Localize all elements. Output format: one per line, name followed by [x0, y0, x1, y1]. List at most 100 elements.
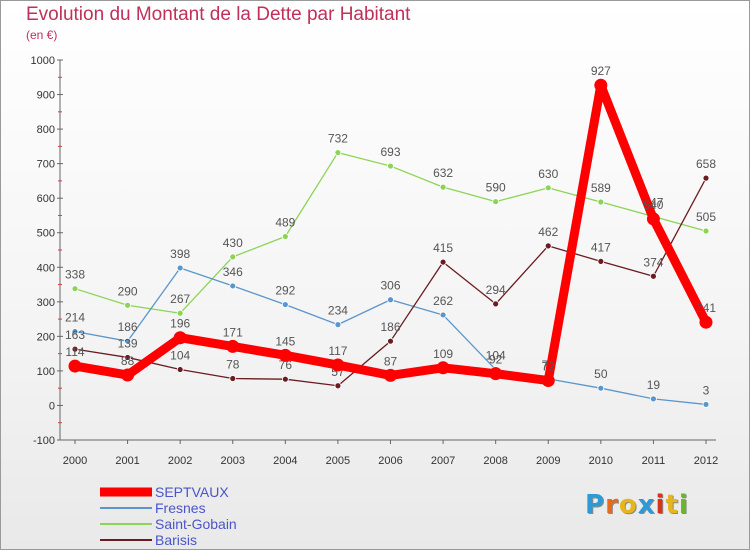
data-label-saint-gobain: 589	[591, 181, 611, 195]
data-label-saint-gobain: 693	[380, 145, 400, 159]
data-point-septvaux	[594, 78, 608, 92]
legend-label-fresnes: Fresnes	[155, 500, 206, 516]
data-label-septvaux: 196	[170, 317, 190, 331]
data-point-saint-gobain	[702, 227, 710, 235]
data-point-barisis	[176, 366, 184, 373]
chart-subtitle: (en €)	[26, 28, 58, 42]
data-point-saint-gobain	[597, 198, 605, 206]
data-point-fresnes	[229, 282, 237, 290]
data-label-barisis: 186	[380, 320, 400, 334]
data-label-fresnes: 346	[223, 265, 243, 279]
data-label-septvaux: 72	[542, 360, 556, 374]
data-label-fresnes: 306	[380, 279, 400, 293]
data-label-septvaux: 241	[696, 301, 716, 315]
data-point-saint-gobain	[334, 149, 342, 156]
data-point-septvaux	[121, 368, 135, 382]
data-point-barisis	[334, 382, 342, 390]
proxiti-logo: Proxiti	[585, 490, 689, 520]
data-label-saint-gobain: 430	[223, 236, 243, 250]
data-point-saint-gobain	[492, 198, 500, 206]
data-label-barisis: 139	[118, 336, 138, 350]
x-tick-label: 2002	[168, 455, 192, 467]
data-point-septvaux	[646, 212, 660, 226]
data-label-septvaux: 540	[643, 198, 663, 212]
y-tick-label: 300	[37, 297, 55, 309]
data-label-fresnes: 214	[65, 311, 85, 325]
y-tick-label: 500	[37, 228, 55, 240]
data-label-barisis: 462	[538, 225, 558, 239]
data-point-septvaux	[489, 367, 503, 381]
data-label-saint-gobain: 290	[118, 284, 138, 298]
data-label-saint-gobain: 505	[696, 210, 716, 224]
data-label-saint-gobain: 630	[538, 167, 558, 181]
x-tick-label: 2003	[221, 455, 245, 467]
data-point-barisis	[597, 257, 605, 265]
data-label-septvaux: 114	[65, 345, 84, 359]
data-point-septvaux	[173, 331, 187, 345]
data-label-septvaux: 109	[433, 347, 453, 361]
logo-letter: t	[665, 490, 679, 520]
data-point-saint-gobain	[387, 162, 394, 170]
y-tick-label: 900	[37, 90, 55, 102]
data-point-septvaux	[699, 315, 713, 329]
data-label-barisis: 417	[591, 240, 611, 254]
data-point-barisis	[650, 272, 657, 280]
data-label-barisis: 294	[486, 283, 506, 297]
data-point-septvaux	[331, 358, 345, 372]
y-tick-label: 100	[37, 366, 55, 378]
logo-letter: i	[655, 490, 666, 520]
data-label-fresnes: 234	[328, 304, 348, 318]
series-line-septvaux	[70, 80, 711, 386]
data-point-saint-gobain	[439, 183, 447, 191]
x-tick-label: 2008	[483, 455, 507, 467]
x-tick-label: 2001	[115, 455, 139, 467]
x-tick-label: 2007	[431, 455, 455, 467]
data-point-barisis	[124, 354, 131, 361]
data-label-fresnes: 3	[703, 383, 710, 397]
data-point-fresnes	[334, 321, 342, 329]
y-tick-label: 400	[37, 262, 55, 274]
x-tick-label: 2006	[378, 455, 402, 467]
data-label-barisis: 78	[226, 358, 240, 372]
data-point-barisis	[71, 345, 79, 353]
data-label-septvaux: 92	[489, 353, 503, 367]
y-tick-label: -100	[33, 435, 55, 447]
data-label-saint-gobain: 632	[433, 166, 453, 180]
y-tick-label: 600	[37, 193, 55, 205]
logo-letter: r	[605, 490, 619, 520]
data-label-saint-gobain: 489	[275, 216, 295, 230]
data-point-fresnes	[702, 401, 710, 408]
data-label-barisis: 76	[279, 358, 293, 372]
data-label-barisis: 658	[696, 157, 716, 171]
data-point-septvaux	[436, 361, 450, 375]
data-label-fresnes: 50	[594, 367, 608, 381]
legend-label-barisis: Barisis	[155, 532, 197, 548]
data-label-barisis: 104	[170, 349, 190, 363]
data-point-fresnes	[281, 301, 289, 308]
data-point-barisis	[544, 242, 552, 250]
data-label-barisis: 163	[65, 328, 85, 342]
logo-letter: o	[618, 490, 638, 520]
data-label-septvaux: 87	[384, 354, 398, 368]
data-label-septvaux: 171	[223, 325, 243, 339]
data-point-septvaux	[384, 368, 397, 382]
x-tick-label: 2010	[589, 455, 613, 467]
y-tick-label: 700	[37, 159, 55, 171]
data-point-fresnes	[387, 296, 394, 304]
data-point-septvaux	[278, 348, 292, 362]
data-point-barisis	[229, 375, 237, 382]
data-label-fresnes: 292	[275, 284, 295, 298]
data-label-septvaux: 145	[275, 334, 295, 348]
y-tick-label: 0	[49, 400, 55, 412]
data-point-saint-gobain	[229, 253, 237, 261]
data-label-barisis: 374	[643, 255, 663, 269]
data-label-septvaux: 117	[328, 344, 347, 358]
x-tick-label: 2000	[63, 455, 87, 467]
data-point-fresnes	[124, 337, 131, 345]
data-point-saint-gobain	[71, 285, 79, 293]
data-point-saint-gobain	[281, 233, 289, 240]
data-label-saint-gobain: 732	[328, 132, 348, 146]
data-label-septvaux: 927	[591, 64, 611, 78]
